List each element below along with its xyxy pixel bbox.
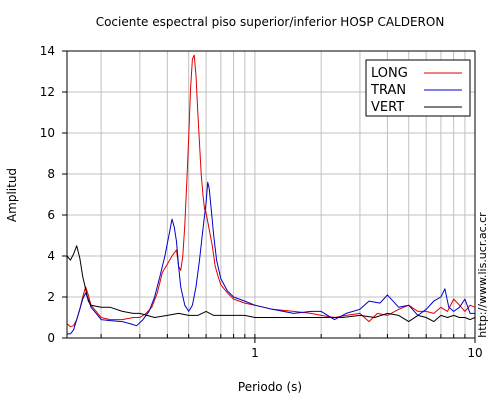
chart-title: Cociente espectral piso superior/inferio… (96, 15, 445, 29)
legend: LONG TRAN VERT (365, 59, 471, 117)
y-tick-label: 6 (47, 208, 55, 222)
y-tick-label: 0 (47, 331, 55, 345)
series-layer (66, 54, 476, 335)
plot-frame (66, 50, 476, 339)
legend-label-long: LONG (371, 66, 408, 81)
x-tick-label: 10 (467, 346, 482, 360)
y-tick-label: 14 (40, 44, 55, 58)
ticks: 0 2 4 6 8 10 12 14 1 10 (40, 44, 483, 360)
legend-label-vert: VERT (371, 100, 404, 115)
series-line-long (66, 54, 476, 328)
y-tick-label: 4 (47, 249, 55, 263)
series-line-vert (66, 245, 476, 323)
x-tick-label: 1 (251, 346, 259, 360)
y-tick-label: 2 (47, 290, 55, 304)
x-axis-label: Periodo (s) (238, 380, 302, 394)
y-tick-label: 12 (40, 85, 55, 99)
side-url-text: http://www.lis.ucr.ac.cr (476, 212, 489, 338)
legend-label-tran: TRAN (370, 83, 406, 98)
y-tick-label: 10 (40, 126, 55, 140)
series-line-tran (67, 181, 475, 335)
y-tick-label: 8 (47, 167, 55, 181)
y-axis-label: Amplitud (5, 168, 19, 222)
